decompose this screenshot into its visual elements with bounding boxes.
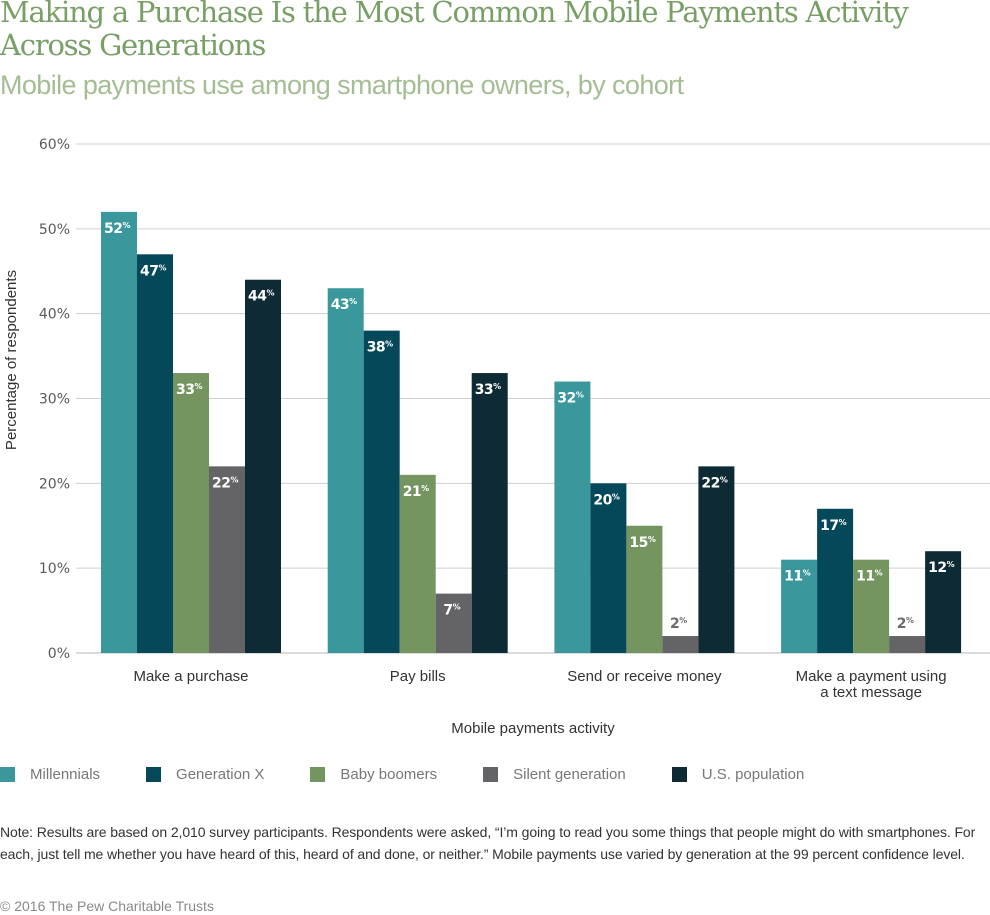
legend: Millennials Generation X Baby boomers Silen… [0, 766, 850, 783]
bar [889, 636, 926, 653]
y-axis-ticks: 0% 10% 20% 30% 40% 50% 60% [39, 137, 70, 662]
copyright: © 2016 The Pew Charitable Trusts [0, 898, 214, 914]
bar [817, 508, 854, 653]
data-label: 12% [928, 560, 954, 576]
x-category-label: Make a purchase [133, 668, 248, 685]
x-axis-title: Mobile payments activity [451, 720, 615, 737]
y-tick-label: 40% [39, 307, 70, 323]
y-tick-label: 0% [48, 646, 70, 662]
data-label: 2% [897, 616, 914, 632]
bar [781, 559, 818, 653]
y-axis-title: Percentage of respondents [3, 270, 20, 450]
legend-item: Silent generation [483, 766, 626, 783]
data-label: 52% [104, 221, 130, 237]
bar [698, 466, 735, 653]
bar [590, 483, 627, 653]
bar-group: 43% 38% 21% 7% 33% [327, 288, 508, 653]
data-label: 44% [248, 289, 274, 305]
bar [245, 279, 281, 653]
y-tick-label: 20% [39, 476, 70, 492]
legend-item: Generation X [146, 766, 264, 783]
data-label: 32% [557, 391, 583, 407]
bar [209, 466, 245, 653]
x-axis-categories: Make a purchase Pay bills Send or receive … [133, 668, 946, 701]
data-label: 47% [140, 263, 166, 279]
legend-swatch [310, 767, 326, 782]
footnote: Note: Results are based on 2,010 survey … [0, 824, 976, 862]
legend-label: Millennials [30, 766, 101, 783]
bar [101, 211, 137, 653]
data-label: 2% [670, 616, 687, 632]
data-label: 15% [629, 535, 655, 551]
bar-group: 52% 47% 33% 22% 44% [101, 211, 281, 654]
data-label: 21% [403, 484, 429, 500]
bars: 52% 47% 33% 22% 44% 43% 38% 21% 7% 33% 32% 20% 15% 2%… [101, 211, 962, 654]
bar [626, 525, 663, 653]
y-tick-label: 10% [39, 561, 70, 577]
legend-item: U.S. population [671, 766, 805, 783]
data-label: 17% [820, 518, 846, 534]
x-category-label: Make a payment using a text message [796, 668, 947, 701]
legend-swatch [146, 767, 162, 782]
x-category-label: Send or receive money [567, 668, 722, 685]
bar [554, 381, 591, 653]
legend-label: U.S. population [701, 766, 805, 783]
bar [173, 373, 209, 653]
bar-group: 32% 20% 15% 2% 22% [554, 381, 735, 653]
chart-title: Making a Purchase Is the Most Common Mob… [0, 0, 909, 62]
legend-swatch [483, 767, 499, 782]
data-label: 20% [593, 492, 619, 508]
legend-swatch [671, 767, 687, 782]
chart-subtitle: Mobile payments use among smartphone own… [0, 70, 684, 100]
bar-group: 11% 17% 11% 2% 12% [781, 508, 962, 653]
legend-item: Baby boomers [310, 766, 437, 783]
data-label: 22% [701, 475, 727, 491]
bar [327, 288, 364, 653]
data-label: 11% [856, 569, 882, 585]
data-label: 33% [475, 382, 501, 398]
data-label: 11% [784, 569, 810, 585]
x-category-label: Pay bills [390, 668, 446, 685]
data-label: 33% [176, 382, 202, 398]
legend-label: Baby boomers [340, 766, 438, 783]
bar [435, 593, 472, 653]
legend-item: Millennials [0, 766, 100, 783]
legend-label: Silent generation [513, 766, 626, 783]
bar [137, 254, 173, 654]
bar-chart: 0% 10% 20% 30% 40% 50% 60% 52% 47% 33% 22% 44% 43% 3… [3, 137, 990, 737]
data-label: 7% [443, 603, 460, 619]
data-label: 38% [367, 340, 393, 356]
bar [853, 559, 890, 653]
legend-label: Generation X [176, 766, 265, 783]
data-label: 22% [212, 475, 238, 491]
y-tick-label: 30% [39, 392, 70, 408]
y-tick-label: 60% [39, 137, 70, 153]
bar [925, 551, 962, 653]
y-tick-label: 50% [39, 222, 70, 238]
data-label: 43% [331, 297, 357, 313]
bar [363, 330, 400, 653]
bar [399, 474, 436, 653]
bar [471, 373, 508, 653]
legend-swatch [0, 767, 15, 782]
bar [662, 636, 699, 653]
